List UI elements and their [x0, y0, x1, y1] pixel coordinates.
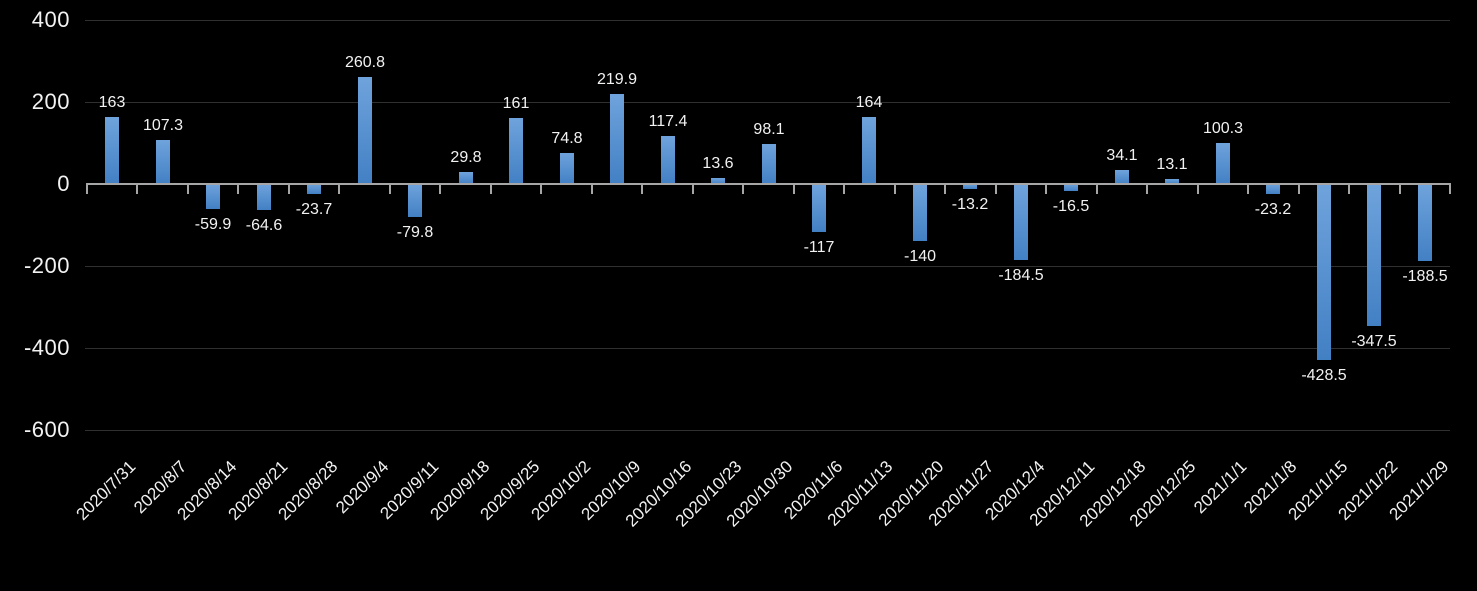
gridline-200: [85, 102, 1450, 103]
bar-2020/10/2: [560, 153, 574, 184]
x-axis-tick: [540, 183, 542, 194]
data-label-2020/8/7: 107.3: [142, 117, 184, 134]
bar-2020/11/13: [862, 117, 876, 184]
bar-2020/8/7: [156, 140, 170, 184]
data-label-2020/11/6: -117: [803, 239, 835, 256]
data-label-2020/12/25: 13.1: [1156, 156, 1188, 173]
bar-2021/1/29: [1418, 184, 1432, 261]
bar-2020/9/25: [509, 118, 523, 184]
x-axis-tick: [591, 183, 593, 194]
data-label-2020/7/31: 163: [98, 94, 126, 111]
bar-2020/9/4: [358, 77, 372, 184]
data-label-2020/11/20: -140: [903, 248, 937, 265]
x-axis-tick: [793, 183, 795, 194]
data-label-2020/12/11: -16.5: [1052, 198, 1090, 215]
bar-2020/9/11: [408, 184, 422, 217]
x-axis-tick: [1096, 183, 1098, 194]
gridline--600: [85, 430, 1450, 431]
data-label-2021/1/15: -428.5: [1301, 367, 1347, 384]
y-axis-tick-label: 400: [31, 7, 70, 32]
gridline--400: [85, 348, 1450, 349]
data-label-2020/12/4: -184.5: [998, 267, 1044, 284]
x-axis-tick: [389, 183, 391, 194]
bar-2021/1/22: [1367, 184, 1381, 326]
bar-2021/1/1: [1216, 143, 1230, 184]
x-axis-label-2020/7/31: 2020/7/31: [72, 457, 140, 524]
bar-2020/7/31: [105, 117, 119, 184]
data-label-2020/9/25: 161: [502, 95, 530, 112]
x-axis-tick: [1298, 183, 1300, 194]
x-axis-tick: [237, 183, 239, 194]
zero-axis-line: [86, 183, 1451, 185]
data-label-2021/1/22: -347.5: [1351, 333, 1397, 350]
bar-2020/10/9: [610, 94, 624, 184]
bar-2020/11/27: [963, 184, 977, 189]
gridline-400: [85, 20, 1450, 21]
data-label-2020/11/27: -13.2: [951, 196, 989, 213]
x-axis-tick: [1146, 183, 1148, 194]
x-axis-tick: [944, 183, 946, 194]
x-axis-tick: [1399, 183, 1401, 194]
bar-2020/10/30: [762, 144, 776, 184]
data-label-2020/9/11: -79.8: [396, 224, 434, 241]
x-axis-tick: [338, 183, 340, 194]
bar-2020/8/21: [257, 184, 271, 210]
data-label-2020/8/21: -64.6: [245, 217, 283, 234]
bar-2020/12/11: [1064, 184, 1078, 191]
bar-2020/11/6: [812, 184, 826, 232]
x-axis-tick: [86, 183, 88, 194]
y-axis-tick-label: 0: [57, 171, 70, 196]
data-label-2020/8/28: -23.7: [295, 201, 333, 218]
x-axis-tick: [490, 183, 492, 194]
gridline--200: [85, 266, 1450, 267]
x-axis-tick: [288, 183, 290, 194]
x-axis-tick: [1449, 183, 1451, 194]
bar-2020/8/14: [206, 184, 220, 209]
x-axis-tick: [1045, 183, 1047, 194]
x-axis-tick: [1348, 183, 1350, 194]
x-axis-tick: [692, 183, 694, 194]
bar-2020/11/20: [913, 184, 927, 241]
bar-2020/10/16: [661, 136, 675, 184]
data-label-2020/11/13: 164: [855, 94, 883, 111]
data-label-2021/1/1: 100.3: [1202, 120, 1244, 137]
data-label-2020/10/23: 13.6: [702, 155, 734, 172]
bar-2020/8/28: [307, 184, 321, 194]
data-label-2020/10/30: 98.1: [753, 121, 785, 138]
bar-2020/12/18: [1115, 170, 1129, 184]
x-axis-tick: [843, 183, 845, 194]
bar-2020/10/23: [711, 178, 725, 184]
x-axis-tick: [136, 183, 138, 194]
y-axis-tick-label: 200: [31, 89, 70, 114]
x-axis-tick: [187, 183, 189, 194]
x-axis-label-2021/1/1: 2021/1/1: [1190, 457, 1251, 518]
data-label-2021/1/8: -23.2: [1254, 201, 1292, 218]
bar-2020/12/4: [1014, 184, 1028, 260]
data-label-2020/9/4: 260.8: [344, 54, 386, 71]
data-label-2020/10/16: 117.4: [648, 113, 688, 130]
x-axis-tick: [742, 183, 744, 194]
x-axis-tick: [439, 183, 441, 194]
bar-2020/9/18: [459, 172, 473, 184]
bar-2020/12/25: [1165, 179, 1179, 184]
x-axis-tick: [1197, 183, 1199, 194]
y-axis-tick-label: -600: [23, 417, 70, 442]
x-axis-tick: [1247, 183, 1249, 194]
y-axis-tick-label: -200: [23, 253, 70, 278]
data-label-2020/10/2: 74.8: [551, 130, 583, 147]
x-axis-tick: [995, 183, 997, 194]
bar-2021/1/15: [1317, 184, 1331, 360]
data-label-2020/12/18: 34.1: [1106, 147, 1138, 164]
x-axis-tick: [641, 183, 643, 194]
data-label-2020/10/9: 219.9: [596, 71, 638, 88]
data-label-2020/8/14: -59.9: [194, 216, 232, 233]
bar-2021/1/8: [1266, 184, 1280, 194]
x-axis-tick: [894, 183, 896, 194]
data-label-2021/1/29: -188.5: [1402, 268, 1448, 285]
data-label-2020/9/18: 29.8: [450, 149, 482, 166]
y-axis-tick-label: -400: [23, 335, 70, 360]
